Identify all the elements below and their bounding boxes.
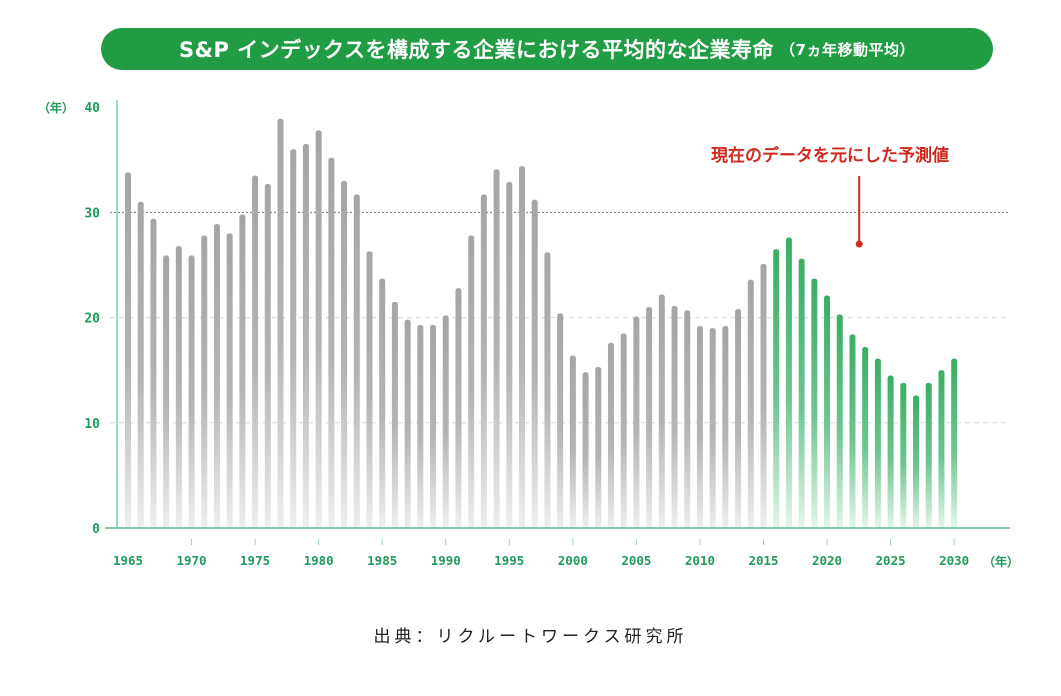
- bar-actual-1994: [493, 169, 500, 528]
- chart-title-sub: （7ヵ年移動平均）: [780, 40, 915, 59]
- bar-actual-1985: [379, 278, 386, 528]
- bar-actual-2007: [658, 294, 665, 528]
- bar-actual-1972: [213, 223, 220, 529]
- bar-actual-1984: [366, 251, 373, 528]
- bar-actual-1965: [125, 172, 131, 528]
- bar-forecast-2026: [900, 382, 907, 528]
- x-tick-2015: 2015: [748, 553, 778, 568]
- x-tick-1980: 1980: [304, 553, 334, 568]
- y-tick-10: 10: [84, 417, 100, 432]
- bar-forecast-2030: [951, 358, 958, 528]
- bar-actual-1999: [557, 313, 564, 528]
- source-note: 出典：リクルートワークス研究所: [373, 627, 688, 647]
- bar-actual-2011: [709, 328, 716, 528]
- bar-actual-1993: [480, 194, 487, 529]
- bar-forecast-2021: [836, 314, 843, 528]
- bar-forecast-2027: [913, 395, 920, 528]
- bar-actual-2005: [633, 316, 640, 528]
- bar-actual-2000: [569, 355, 576, 528]
- bar-actual-1998: [544, 252, 551, 528]
- bar-actual-1973: [226, 233, 233, 528]
- annotation-pointer-dot: [855, 240, 863, 248]
- bars: [125, 118, 958, 529]
- x-tick-2005: 2005: [621, 553, 651, 568]
- bar-actual-2013: [735, 309, 742, 528]
- x-tick-1975: 1975: [240, 553, 270, 568]
- bar-actual-1990: [442, 315, 449, 528]
- x-tick-2030: 2030: [939, 553, 969, 568]
- bar-actual-1989: [430, 324, 437, 528]
- bar-actual-1976: [264, 183, 271, 528]
- y-tick-20: 20: [84, 312, 100, 327]
- bar-actual-1991: [455, 288, 462, 528]
- y-axis-unit: （年）: [38, 100, 74, 115]
- bar-actual-2002: [595, 367, 602, 528]
- bar-forecast-2022: [849, 334, 856, 528]
- bar-actual-1987: [404, 319, 411, 528]
- bar-actual-1983: [353, 194, 360, 529]
- x-tick-1995: 1995: [494, 553, 524, 568]
- bar-actual-1980: [315, 130, 322, 528]
- bar-actual-2012: [722, 326, 729, 528]
- bar-actual-1997: [531, 199, 538, 528]
- bar-actual-1969: [175, 246, 182, 528]
- bar-actual-2014: [747, 279, 754, 528]
- bar-actual-1981: [328, 157, 335, 529]
- y-tick-30: 30: [84, 206, 100, 221]
- bar-actual-1986: [391, 301, 398, 528]
- x-axis-unit: （年）: [983, 554, 1019, 569]
- bar-forecast-2025: [887, 375, 894, 528]
- bar-actual-2010: [696, 326, 703, 528]
- chart-title: S&P インデックスを構成する企業における平均的な企業寿命 （7ヵ年移動平均）: [101, 28, 993, 70]
- chart-title-main: S&P インデックスを構成する企業における平均的な企業寿命: [179, 38, 775, 62]
- bar-actual-1995: [506, 181, 513, 528]
- x-tick-1970: 1970: [176, 553, 206, 568]
- bar-actual-1992: [468, 235, 475, 528]
- bar-actual-1978: [290, 149, 297, 528]
- bar-actual-2015: [760, 263, 767, 528]
- bar-forecast-2016: [773, 249, 780, 528]
- bar-actual-2006: [646, 307, 653, 528]
- forecast-annotation: 現在のデータを元にした予測値: [711, 145, 949, 248]
- bar-actual-1982: [341, 180, 348, 528]
- bar-forecast-2019: [811, 278, 818, 528]
- bar-actual-1970: [188, 255, 195, 529]
- bar-forecast-2023: [862, 347, 869, 528]
- x-tick-2000: 2000: [558, 553, 588, 568]
- y-tick-0: 0: [92, 522, 100, 537]
- bar-actual-1966: [137, 201, 144, 528]
- bar-actual-1968: [163, 255, 170, 529]
- axes: [105, 100, 1010, 529]
- bar-actual-1979: [302, 144, 309, 528]
- bar-actual-2009: [684, 310, 691, 528]
- x-tick-1990: 1990: [431, 553, 461, 568]
- x-tick-2020: 2020: [812, 553, 842, 568]
- y-tick-40: 40: [84, 101, 100, 116]
- bar-actual-1974: [239, 214, 246, 528]
- bar-forecast-2020: [824, 295, 831, 528]
- x-tick-2010: 2010: [685, 553, 715, 568]
- bar-actual-1977: [277, 118, 284, 528]
- bar-actual-1988: [417, 324, 424, 528]
- bar-actual-2004: [620, 333, 627, 528]
- x-tick-1965: 1965: [113, 553, 143, 568]
- bar-actual-1967: [150, 218, 157, 528]
- bar-forecast-2017: [785, 237, 792, 528]
- y-tick-labels: 0 10 20 30 40: [84, 101, 100, 537]
- bar-actual-2001: [582, 372, 589, 528]
- bar-actual-2003: [607, 342, 614, 528]
- x-tick-labels: 1965 1970 1975 1980 1985 1990 1995 2000 2005 2010…: [113, 539, 969, 568]
- x-tick-1985: 1985: [367, 553, 397, 568]
- bar-actual-1975: [252, 175, 259, 528]
- bar-forecast-2028: [925, 382, 932, 528]
- bar-actual-2008: [671, 306, 678, 528]
- bar-forecast-2018: [798, 258, 805, 528]
- bar-actual-1971: [201, 235, 208, 528]
- x-tick-2025: 2025: [876, 553, 906, 568]
- bar-forecast-2029: [938, 370, 945, 528]
- forecast-annotation-label: 現在のデータを元にした予測値: [711, 145, 949, 166]
- bar-forecast-2024: [874, 358, 881, 528]
- bar-actual-1996: [519, 166, 526, 528]
